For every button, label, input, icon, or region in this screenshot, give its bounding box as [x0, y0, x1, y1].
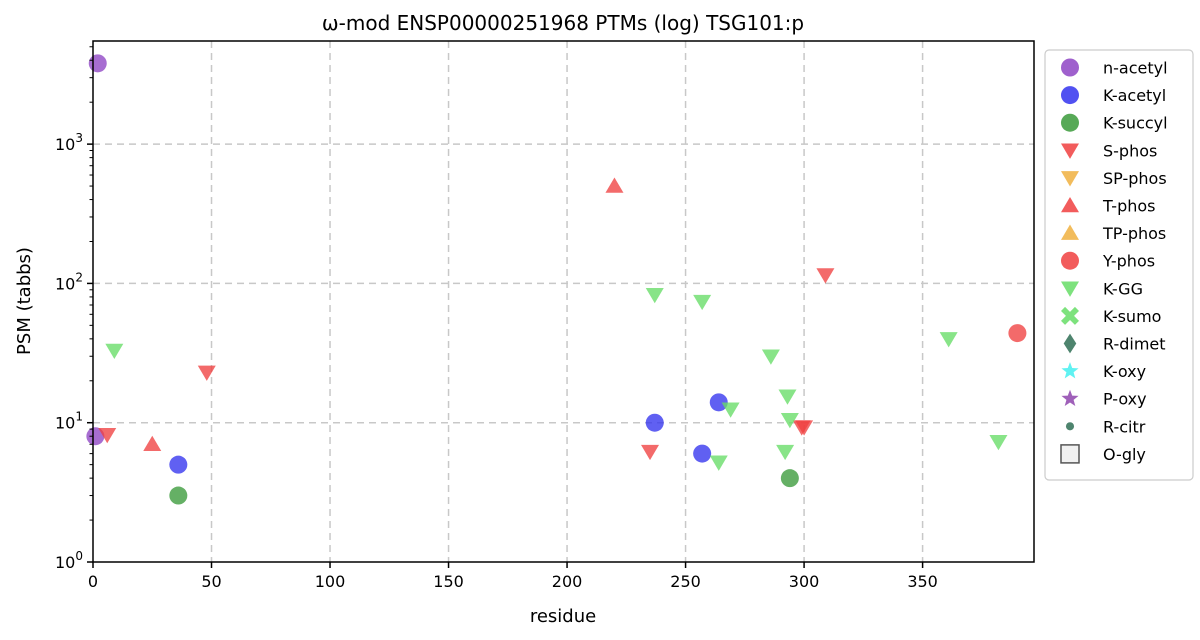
- data-point-k-succyl: [780, 469, 799, 488]
- data-point-k-acetyl: [709, 393, 728, 412]
- legend-marker-icon: [1061, 196, 1079, 213]
- legend-label: P-oxy: [1103, 390, 1147, 409]
- legend-label: S-phos: [1103, 141, 1157, 160]
- legend-label: K-GG: [1103, 279, 1143, 298]
- data-point-k-gg: [761, 349, 780, 365]
- y-tick-label: 103: [55, 131, 83, 154]
- x-tick-label: 150: [433, 572, 464, 591]
- data-point-k-gg: [645, 287, 664, 304]
- legend-item: Y-phos: [1061, 251, 1155, 271]
- legend-marker-icon: [1061, 389, 1079, 406]
- legend-label: R-citr: [1103, 417, 1146, 436]
- data-points: [86, 54, 1027, 505]
- legend-marker-icon: [1065, 422, 1075, 431]
- legend-marker-icon: [1061, 86, 1079, 105]
- legend-item: S-phos: [1061, 141, 1157, 160]
- legend-label: K-sumo: [1103, 307, 1161, 326]
- data-point-k-gg: [105, 343, 124, 360]
- legend-marker-icon: [1061, 362, 1079, 379]
- legend-label: SP-phos: [1103, 169, 1167, 188]
- data-point-y-phos: [1008, 324, 1027, 343]
- x-tick-label: 300: [789, 572, 820, 591]
- legend-label: O-gly: [1103, 445, 1146, 464]
- legend-label: TP-phos: [1102, 224, 1166, 243]
- legend-item: O-gly: [1060, 444, 1146, 464]
- legend-label: n-acetyl: [1103, 59, 1168, 78]
- data-point-k-acetyl: [169, 455, 188, 474]
- legend-item: K-acetyl: [1061, 86, 1166, 105]
- data-point-k-gg: [939, 332, 958, 348]
- legend-item: K-oxy: [1061, 362, 1146, 381]
- grid: [93, 41, 1034, 562]
- legend: n-acetyl K-acetyl K-succyl S-phos SP-phos T-p…: [1044, 49, 1194, 481]
- legend-marker-icon: [1061, 281, 1079, 297]
- data-point-s-phos: [795, 420, 814, 436]
- legend-item: K-sumo: [1061, 306, 1161, 326]
- data-point-k-gg: [989, 434, 1008, 451]
- data-point-k-gg: [776, 444, 795, 461]
- x-tick-label: 50: [201, 572, 221, 591]
- legend-marker-icon: [1063, 333, 1077, 354]
- y-tick-label: 102: [55, 270, 83, 293]
- legend-marker-icon: [1061, 306, 1079, 325]
- x-tick-label: 350: [907, 572, 938, 591]
- legend-label: K-succyl: [1103, 114, 1168, 133]
- legend-marker-icon: [1061, 58, 1079, 77]
- x-tick-label: 100: [315, 572, 346, 591]
- x-axis-label: residue: [530, 606, 596, 627]
- axes: 0 50 100 150 200 250 300 350 100 101 102 103: [55, 46, 938, 591]
- data-point-k-acetyl: [645, 413, 664, 432]
- chart-title: ω-mod ENSP00000251968 PTMs (log) TSG101:…: [322, 11, 804, 35]
- legend-label: T-phos: [1102, 197, 1156, 216]
- data-point-s-phos: [641, 444, 660, 461]
- data-point-k-gg: [721, 402, 740, 418]
- x-tick-label: 250: [670, 572, 701, 591]
- data-point-s-phos: [197, 365, 216, 381]
- plot-area-frame: [92, 40, 1035, 563]
- legend-item: T-phos: [1061, 197, 1156, 216]
- legend-marker-icon: [1061, 224, 1079, 240]
- legend-marker-icon: [1061, 113, 1079, 132]
- data-point-k-gg: [778, 389, 797, 405]
- legend-item: P-oxy: [1061, 389, 1147, 409]
- legend-item: R-citr: [1065, 417, 1146, 436]
- data-point-k-gg: [693, 294, 712, 311]
- y-axis-label: PSM (tabbs): [14, 247, 35, 355]
- legend-label: Y-phos: [1102, 252, 1155, 271]
- data-point-k-gg: [709, 455, 728, 471]
- legend-item: K-GG: [1061, 279, 1143, 298]
- legend-marker-icon: [1061, 143, 1079, 159]
- data-point-t-phos: [605, 177, 624, 193]
- legend-marker-icon: [1061, 251, 1079, 270]
- data-point-k-acetyl: [693, 444, 712, 463]
- data-point-n-acetyl: [88, 54, 107, 73]
- legend-item: n-acetyl: [1061, 58, 1168, 78]
- y-tick-label: 101: [55, 410, 83, 433]
- data-point-s-phos: [98, 427, 117, 444]
- data-point-s-phos: [816, 268, 835, 284]
- x-tick-label: 0: [88, 572, 98, 591]
- legend-marker-icon: [1061, 171, 1079, 187]
- legend-label: R-dimet: [1103, 335, 1166, 354]
- data-point-k-succyl: [169, 486, 188, 505]
- data-point-n-acetyl: [86, 427, 105, 446]
- legend-label: K-acetyl: [1103, 86, 1166, 105]
- legend-frame: [1044, 49, 1194, 481]
- data-point-k-gg: [780, 413, 799, 429]
- legend-item: SP-phos: [1061, 169, 1167, 188]
- legend-item: TP-phos: [1061, 224, 1166, 243]
- legend-item: R-dimet: [1063, 333, 1166, 354]
- legend-item: K-succyl: [1061, 113, 1168, 133]
- legend-label: K-oxy: [1103, 362, 1146, 381]
- legend-marker-icon: [1060, 444, 1080, 464]
- x-tick-label: 200: [552, 572, 583, 591]
- y-tick-label: 100: [55, 549, 83, 572]
- data-point-t-phos: [143, 435, 162, 452]
